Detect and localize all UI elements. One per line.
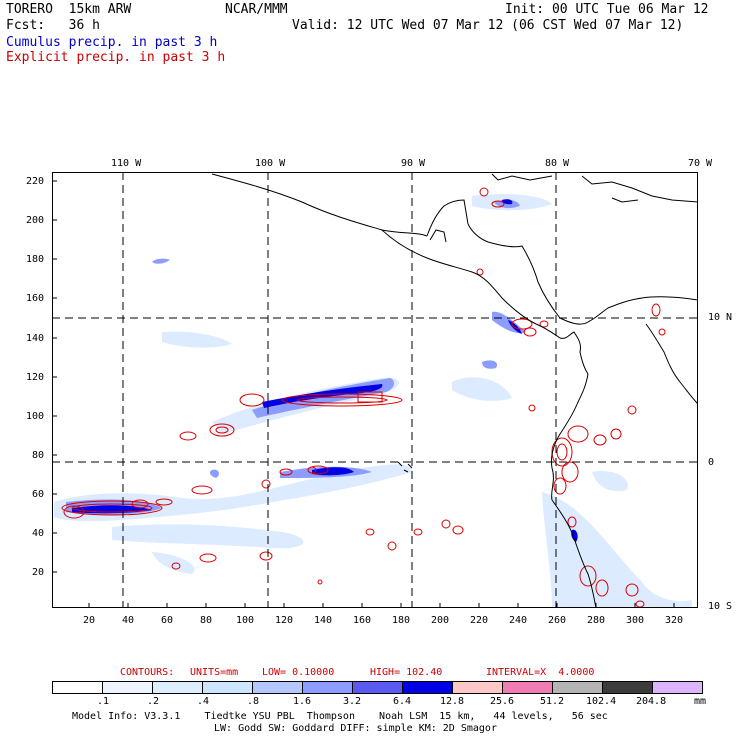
x-tick-label: 300 xyxy=(626,615,645,626)
y-tick-label: 180 xyxy=(26,254,45,265)
contour-label: CONTOURS: xyxy=(120,667,175,678)
x-tick-label: 320 xyxy=(665,615,684,626)
legend-swatch xyxy=(452,681,503,694)
y-tick-label: 160 xyxy=(26,293,45,304)
legend-label: 51.2 xyxy=(540,696,565,707)
y-tick-marks xyxy=(52,180,57,573)
x-tick-label: 60 xyxy=(161,615,174,626)
lon-label-90w: 90 W xyxy=(401,158,426,169)
legend-label: 3.2 xyxy=(343,696,362,707)
explicit-precip-contours xyxy=(61,187,666,608)
legend-label: 204.8 xyxy=(636,696,667,707)
lon-label-100w: 100 W xyxy=(255,158,286,169)
legend-swatch xyxy=(202,681,253,694)
legend-swatch xyxy=(152,681,203,694)
legend-label: .2 xyxy=(147,696,160,707)
precip-color-bar xyxy=(52,681,703,694)
lat-label-0: 0 xyxy=(708,457,715,468)
x-tick-label: 180 xyxy=(392,615,411,626)
precip-map xyxy=(52,172,698,608)
x-tick-label: 20 xyxy=(83,615,96,626)
legend-label: 25.6 xyxy=(490,696,515,707)
coastlines xyxy=(211,173,698,608)
y-tick-label: 200 xyxy=(26,215,45,226)
x-tick-label: 260 xyxy=(548,615,567,626)
x-tick-label: 160 xyxy=(353,615,372,626)
org-label: NCAR/MMM xyxy=(225,2,288,17)
lon-label-110w: 110 W xyxy=(111,158,142,169)
x-tick-marks xyxy=(88,603,675,608)
valid-time: Valid: 12 UTC Wed 07 Mar 12 (06 CST Wed … xyxy=(292,18,684,33)
y-tick-label: 80 xyxy=(32,450,45,461)
lat-label-10n: 10 N xyxy=(708,312,733,323)
legend-label: 102.4 xyxy=(586,696,617,707)
x-tick-label: 140 xyxy=(314,615,333,626)
lon-label-70w: 70 W xyxy=(688,158,713,169)
x-tick-label: 100 xyxy=(236,615,255,626)
legend-swatch xyxy=(352,681,403,694)
x-tick-label: 280 xyxy=(587,615,606,626)
lon-label-80w: 80 W xyxy=(545,158,570,169)
x-tick-label: 220 xyxy=(470,615,489,626)
x-tick-label: 120 xyxy=(275,615,294,626)
model-info-line2: LW: Godd SW: Goddard DIFF: simple KM: 2D… xyxy=(214,723,497,734)
x-tick-label: 40 xyxy=(122,615,135,626)
explicit-legend: Explicit precip. in past 3 h xyxy=(6,50,226,65)
legend-swatch xyxy=(52,681,103,694)
contour-high: HIGH= 102.40 xyxy=(370,667,443,678)
legend-swatch xyxy=(252,681,303,694)
map-frame xyxy=(52,172,698,608)
legend-swatch xyxy=(652,681,703,694)
y-tick-label: 60 xyxy=(32,489,45,500)
legend-swatch xyxy=(502,681,553,694)
legend-unit: mm xyxy=(694,696,707,707)
contour-low: LOW= 0.10000 xyxy=(262,667,335,678)
contour-interval: INTERVAL=X 4.0000 xyxy=(486,667,595,678)
legend-label: .4 xyxy=(197,696,210,707)
y-tick-label: 20 xyxy=(32,567,45,578)
lat-label-10s: 10 S xyxy=(708,601,733,612)
x-tick-label: 80 xyxy=(200,615,213,626)
forecast-hour: Fcst: 36 h xyxy=(6,18,100,33)
x-tick-label: 240 xyxy=(509,615,528,626)
cumulus-legend: Cumulus precip. in past 3 h xyxy=(6,35,218,50)
graticule xyxy=(52,172,698,608)
legend-swatch xyxy=(102,681,153,694)
y-tick-label: 40 xyxy=(32,528,45,539)
legend-label: 6.4 xyxy=(393,696,412,707)
y-tick-label: 220 xyxy=(26,176,45,187)
y-tick-label: 120 xyxy=(26,372,45,383)
legend-swatch xyxy=(602,681,653,694)
model-info-line1: Model Info: V3.3.1 Tiedtke YSU PBL Thomp… xyxy=(72,711,608,722)
y-tick-label: 100 xyxy=(26,411,45,422)
legend-swatch xyxy=(402,681,453,694)
init-time: Init: 00 UTC Tue 06 Mar 12 xyxy=(505,2,709,17)
x-tick-label: 200 xyxy=(431,615,450,626)
legend-swatch xyxy=(302,681,353,694)
legend-label: .1 xyxy=(97,696,110,707)
model-title: TORERO 15km ARW xyxy=(6,2,132,17)
legend-label: 1.6 xyxy=(293,696,312,707)
y-tick-label: 140 xyxy=(26,333,45,344)
legend-label: .8 xyxy=(247,696,260,707)
legend-label: 12.8 xyxy=(440,696,465,707)
legend-swatch xyxy=(552,681,603,694)
contour-units: UNITS=mm xyxy=(190,667,239,678)
